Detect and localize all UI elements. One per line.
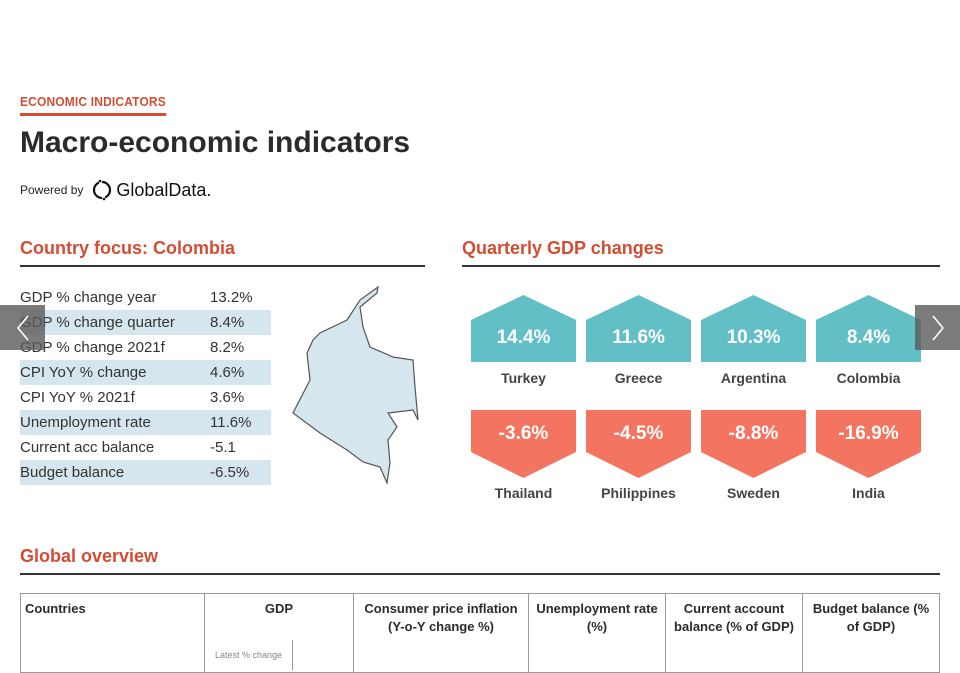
gdp-tile-country: Greece xyxy=(614,370,663,386)
focus-label: CPI YoY % change xyxy=(20,364,147,381)
pentagon-down-shape xyxy=(586,410,691,478)
gdp-tile-country: Sweden xyxy=(727,485,780,501)
focus-value: 8.4% xyxy=(210,314,245,331)
country-focus-heading: Country focus: Colombia xyxy=(20,238,425,267)
carousel-next-button[interactable] xyxy=(915,305,960,350)
gdp-tile-top: 8.4% Colombia xyxy=(816,295,921,386)
gdp-tile-country: Philippines xyxy=(601,485,676,501)
col-unemployment[interactable]: Unemployment rate (%) xyxy=(529,594,666,672)
gdp-sub-latest: Latest % change xyxy=(205,640,293,670)
gdp-tile-bottom: -4.5% Philippines xyxy=(586,410,691,501)
chevron-left-icon xyxy=(16,314,29,341)
section-kicker: ECONOMIC INDICATORS xyxy=(20,94,166,116)
powered-by: Powered by GlobalData. xyxy=(20,178,211,202)
carousel-prev-button[interactable] xyxy=(0,305,45,350)
gdp-tile-bottom: -3.6% Thailand xyxy=(471,410,576,501)
global-overview-table: Countries GDP Latest % change Consumer p… xyxy=(20,593,940,673)
focus-value: 13.2% xyxy=(210,289,253,306)
focus-value: 3.6% xyxy=(210,389,245,406)
focus-value: 8.2% xyxy=(210,339,245,356)
gdp-tile-value: 10.3% xyxy=(726,327,781,348)
gdp-tile-value: 11.6% xyxy=(612,327,665,348)
pentagon-down-shape xyxy=(471,410,576,478)
gdp-tile-top: 11.6% Greece xyxy=(586,295,691,386)
gdp-tile-top: 10.3% Argentina xyxy=(701,295,806,386)
focus-row: CPI YoY % change 4.6% xyxy=(20,360,271,385)
gdp-tile-value: -4.5% xyxy=(613,423,664,444)
gdp-tile-country: India xyxy=(852,485,885,501)
col-countries[interactable]: Countries xyxy=(21,594,205,672)
focus-row: GDP % change 2021f 8.2% xyxy=(20,335,271,360)
focus-label: Unemployment rate xyxy=(20,414,151,431)
focus-row: CPI YoY % 2021f 3.6% xyxy=(20,385,271,410)
gdp-tile-country: Thailand xyxy=(494,485,553,501)
focus-value: 11.6% xyxy=(210,414,252,431)
focus-value: 4.6% xyxy=(210,364,245,381)
country-focus-table: GDP % change year 13.2% GDP % change quart… xyxy=(20,285,271,485)
focus-row: Budget balance -6.5% xyxy=(20,460,271,485)
pentagon-up-shape xyxy=(471,295,576,362)
focus-row: GDP % change year 13.2% xyxy=(20,285,271,310)
gdp-tile-country: Argentina xyxy=(720,370,787,386)
gdp-tile-value: 14.4% xyxy=(496,327,551,348)
pentagon-down-shape xyxy=(816,410,921,478)
quarterly-gdp-heading: Quarterly GDP changes xyxy=(462,238,940,267)
focus-label: CPI YoY % 2021f xyxy=(20,389,135,406)
gdp-tile-country: Turkey xyxy=(501,370,546,386)
gdp-tile-value: -3.6% xyxy=(498,423,549,444)
chevron-right-icon xyxy=(931,314,944,341)
globaldata-logo[interactable]: GlobalData. xyxy=(91,178,211,202)
col-cpi[interactable]: Consumer price inflation (Y-o-Y change %… xyxy=(354,594,529,672)
col-current-account[interactable]: Current account balance (% of GDP) xyxy=(666,594,803,672)
focus-row: GDP % change quarter 8.4% xyxy=(20,310,271,335)
colombia-map xyxy=(292,285,419,486)
pentagon-down-shape xyxy=(701,410,806,478)
gdp-tile-country: Colombia xyxy=(836,370,901,386)
focus-label: GDP % change 2021f xyxy=(20,339,165,356)
pentagon-up-shape xyxy=(816,295,921,362)
gdp-tile-top: 14.4% Turkey xyxy=(471,295,576,386)
focus-value: -5.1 xyxy=(210,439,236,456)
pentagon-up-shape xyxy=(701,295,806,362)
gdp-tile-value: -8.8% xyxy=(728,423,779,444)
globaldata-logo-icon xyxy=(93,179,112,201)
gdp-tile-bottom: -8.8% Sweden xyxy=(701,410,806,501)
focus-label: GDP % change quarter xyxy=(20,314,175,331)
focus-label: GDP % change year xyxy=(20,289,157,306)
focus-row: Current acc balance -5.1 xyxy=(20,435,271,460)
pentagon-up-shape xyxy=(586,295,691,362)
focus-row: Unemployment rate 11.6% xyxy=(20,410,271,435)
gdp-tile-value: -16.9% xyxy=(838,423,899,444)
col-budget-balance[interactable]: Budget balance (% of GDP) xyxy=(812,601,930,634)
global-overview-heading: Global overview xyxy=(20,546,940,575)
gdp-tile-bottom: -16.9% India xyxy=(816,410,921,501)
col-gdp[interactable]: GDP Latest % change xyxy=(205,594,354,672)
page-title: Macro-economic indicators xyxy=(20,126,411,159)
gdp-tile-value: 8.4% xyxy=(846,327,891,348)
focus-value: -6.5% xyxy=(210,464,250,481)
focus-label: Budget balance xyxy=(20,464,125,481)
powered-by-label: Powered by xyxy=(20,183,84,197)
focus-label: Current acc balance xyxy=(20,439,155,456)
